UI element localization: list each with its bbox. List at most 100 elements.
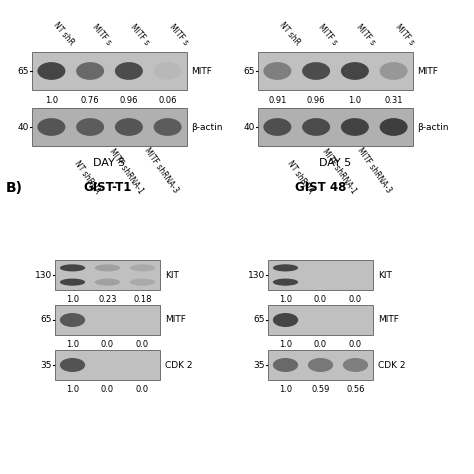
Text: β-actin: β-actin bbox=[417, 122, 448, 131]
Text: MITF: MITF bbox=[378, 316, 399, 325]
Bar bbox=[268, 305, 373, 335]
Text: MITF shRNA-3: MITF shRNA-3 bbox=[143, 146, 180, 195]
Text: 0.06: 0.06 bbox=[158, 96, 177, 105]
Bar bbox=[55, 305, 160, 335]
Text: 1.0: 1.0 bbox=[66, 340, 79, 349]
Text: 0.56: 0.56 bbox=[346, 385, 365, 394]
Text: DAY 5: DAY 5 bbox=[319, 158, 352, 168]
Text: 1.0: 1.0 bbox=[66, 295, 79, 304]
Text: GIST 48: GIST 48 bbox=[295, 181, 346, 194]
Text: MITF shRNA-3: MITF shRNA-3 bbox=[356, 146, 393, 195]
Text: 0.18: 0.18 bbox=[133, 295, 152, 304]
Bar bbox=[55, 350, 160, 380]
Text: 40: 40 bbox=[18, 122, 29, 131]
Text: 0.0: 0.0 bbox=[314, 340, 327, 349]
Text: MITF s: MITF s bbox=[316, 23, 338, 47]
Text: NT shRNA: NT shRNA bbox=[285, 159, 315, 195]
Ellipse shape bbox=[273, 313, 298, 327]
Text: NT shR: NT shR bbox=[51, 20, 76, 47]
Ellipse shape bbox=[343, 358, 368, 372]
Text: 0.23: 0.23 bbox=[98, 295, 117, 304]
Ellipse shape bbox=[60, 313, 85, 327]
Text: DAY 5: DAY 5 bbox=[93, 158, 126, 168]
Text: 0.91: 0.91 bbox=[268, 96, 287, 105]
Ellipse shape bbox=[76, 62, 104, 80]
Text: 0.96: 0.96 bbox=[119, 96, 138, 105]
Text: MITF: MITF bbox=[417, 66, 438, 75]
Text: 1.0: 1.0 bbox=[66, 385, 79, 394]
Ellipse shape bbox=[273, 358, 298, 372]
Text: 0.0: 0.0 bbox=[101, 340, 114, 349]
Ellipse shape bbox=[154, 118, 182, 136]
Bar bbox=[258, 108, 413, 146]
Text: 0.0: 0.0 bbox=[136, 340, 149, 349]
Ellipse shape bbox=[37, 62, 65, 80]
Ellipse shape bbox=[264, 118, 292, 136]
Ellipse shape bbox=[115, 62, 143, 80]
Text: 1.0: 1.0 bbox=[45, 96, 58, 105]
Ellipse shape bbox=[60, 358, 85, 372]
Ellipse shape bbox=[95, 264, 120, 272]
Ellipse shape bbox=[130, 264, 155, 272]
Text: 0.0: 0.0 bbox=[136, 385, 149, 394]
Text: 40: 40 bbox=[244, 122, 255, 131]
Text: 65: 65 bbox=[40, 316, 52, 325]
Bar bbox=[268, 260, 373, 290]
Text: 0.0: 0.0 bbox=[314, 295, 327, 304]
Text: 0.0: 0.0 bbox=[349, 295, 362, 304]
Ellipse shape bbox=[273, 264, 298, 272]
Text: 65: 65 bbox=[254, 316, 265, 325]
Ellipse shape bbox=[302, 118, 330, 136]
Text: MITF s: MITF s bbox=[393, 23, 416, 47]
Text: 0.96: 0.96 bbox=[307, 96, 325, 105]
Text: MITF: MITF bbox=[165, 316, 186, 325]
Text: 65: 65 bbox=[244, 66, 255, 75]
Text: NT shRNA: NT shRNA bbox=[73, 159, 101, 195]
Text: MITF: MITF bbox=[191, 66, 212, 75]
Bar bbox=[258, 52, 413, 90]
Ellipse shape bbox=[308, 358, 333, 372]
Text: 0.59: 0.59 bbox=[311, 385, 330, 394]
Ellipse shape bbox=[380, 62, 408, 80]
Text: MITF shRNA-1: MITF shRNA-1 bbox=[320, 146, 358, 195]
Text: β-actin: β-actin bbox=[191, 122, 222, 131]
Text: GIST-T1: GIST-T1 bbox=[83, 181, 132, 194]
Ellipse shape bbox=[302, 62, 330, 80]
Text: KIT: KIT bbox=[165, 271, 179, 280]
Ellipse shape bbox=[341, 62, 369, 80]
Text: MITF s: MITF s bbox=[355, 23, 377, 47]
Text: B): B) bbox=[6, 181, 23, 195]
Text: MITF s: MITF s bbox=[129, 23, 151, 47]
Text: 1.0: 1.0 bbox=[279, 340, 292, 349]
Text: 130: 130 bbox=[35, 271, 52, 280]
Text: CDK 2: CDK 2 bbox=[165, 361, 192, 370]
Ellipse shape bbox=[130, 279, 155, 286]
Ellipse shape bbox=[95, 279, 120, 286]
Ellipse shape bbox=[264, 62, 292, 80]
Bar bbox=[268, 350, 373, 380]
Ellipse shape bbox=[37, 118, 65, 136]
Text: 65: 65 bbox=[18, 66, 29, 75]
Ellipse shape bbox=[273, 279, 298, 286]
Text: 1.0: 1.0 bbox=[279, 385, 292, 394]
Text: 130: 130 bbox=[248, 271, 265, 280]
Text: NT shR: NT shR bbox=[277, 20, 301, 47]
Text: MITF shRNA-1: MITF shRNA-1 bbox=[108, 146, 145, 195]
Text: 0.0: 0.0 bbox=[101, 385, 114, 394]
Text: 0.76: 0.76 bbox=[81, 96, 100, 105]
Text: CDK 2: CDK 2 bbox=[378, 361, 405, 370]
Text: 1.0: 1.0 bbox=[279, 295, 292, 304]
Text: 35: 35 bbox=[40, 361, 52, 370]
Text: MITF s: MITF s bbox=[168, 23, 190, 47]
Ellipse shape bbox=[115, 118, 143, 136]
Ellipse shape bbox=[60, 279, 85, 286]
Ellipse shape bbox=[76, 118, 104, 136]
Bar bbox=[32, 52, 187, 90]
Text: 0.31: 0.31 bbox=[384, 96, 403, 105]
Text: 0.0: 0.0 bbox=[349, 340, 362, 349]
Text: KIT: KIT bbox=[378, 271, 392, 280]
Ellipse shape bbox=[60, 264, 85, 272]
Text: 1.0: 1.0 bbox=[348, 96, 362, 105]
Bar bbox=[32, 108, 187, 146]
Text: MITF s: MITF s bbox=[90, 23, 113, 47]
